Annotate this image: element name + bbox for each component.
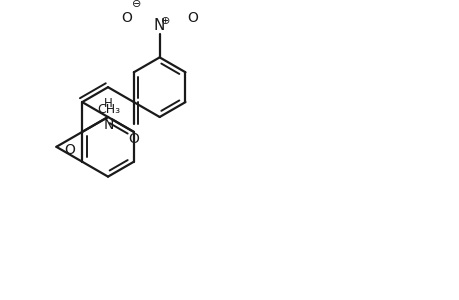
Text: O: O [64,142,75,157]
Text: N: N [154,18,165,33]
Text: ⊕: ⊕ [161,16,170,26]
Text: O: O [122,11,132,25]
Text: O: O [186,11,197,25]
Text: N: N [104,118,114,132]
Text: CH₃: CH₃ [97,103,121,116]
Text: H: H [103,97,112,110]
Text: ⊖: ⊖ [132,0,141,9]
Text: O: O [128,132,139,146]
